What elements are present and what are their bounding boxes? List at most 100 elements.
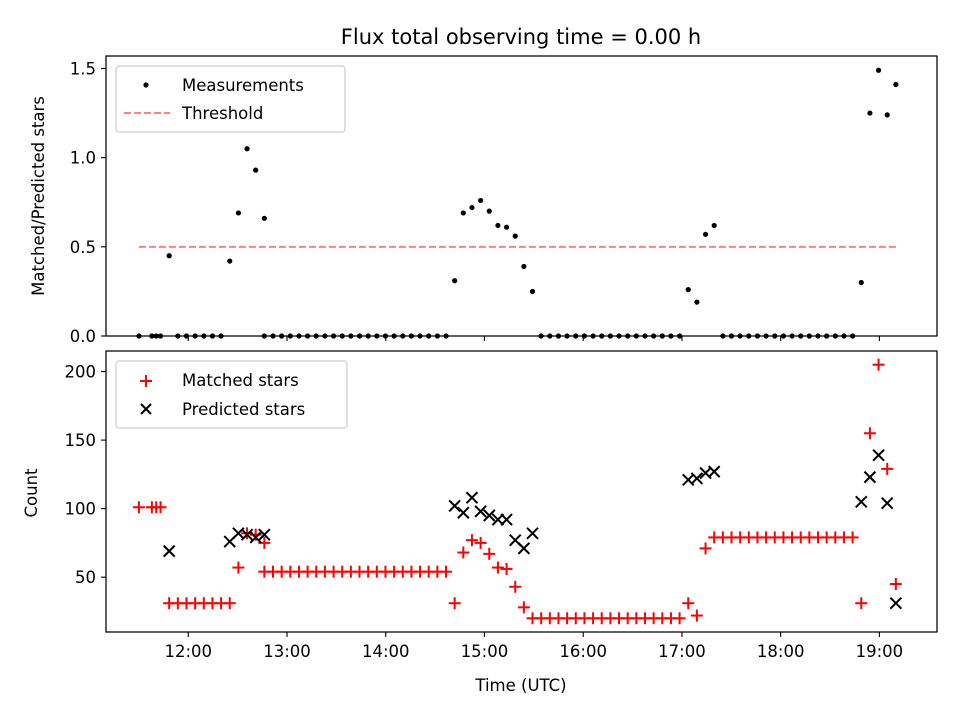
measurements-point	[261, 215, 267, 221]
bottom-plot-area	[132, 358, 903, 625]
predicted-stars-point	[889, 597, 903, 610]
measurements-point	[521, 263, 527, 270]
predicted-stars-point	[483, 509, 496, 522]
matched-stars-point	[491, 561, 504, 574]
predicted-stars-point	[240, 528, 254, 541]
predicted-stars-point	[474, 505, 487, 518]
measurements-point	[893, 81, 899, 88]
measurements-point	[166, 253, 172, 259]
predicted-stars-point	[465, 491, 479, 504]
bottom-y-axis-label: Count	[22, 468, 41, 518]
matched-stars-point	[483, 547, 496, 560]
bottom-legend: Matched stars Predicted stars	[115, 360, 348, 429]
bottom-legend-box	[115, 360, 348, 429]
predicted-stars-point	[526, 527, 539, 540]
predicted-stars-point	[517, 542, 531, 555]
matched-stars-point	[846, 531, 859, 544]
predicted-stars-point	[707, 465, 721, 478]
measurements-point	[702, 231, 709, 237]
predicted-stars-point	[855, 495, 868, 508]
bottom-panel: 50 100 150 200 12:00 13:00 14:00 15:00 16:00 17:…	[22, 350, 938, 695]
measurements-point	[512, 233, 518, 239]
measurements-point	[503, 224, 510, 230]
measurements-point	[478, 197, 484, 204]
legend-predicted-marker	[140, 403, 152, 415]
predicted-stars-point	[881, 496, 894, 510]
x-tick-label: 12:00	[164, 642, 212, 661]
x-tick-label: 15:00	[461, 642, 509, 661]
measurements-point	[469, 204, 475, 211]
top-legend-box	[115, 65, 346, 133]
y-tick-label: 100	[65, 500, 97, 519]
matched-stars-point	[881, 462, 894, 475]
y-tick-label: 0.0	[70, 327, 96, 346]
top-x-axis	[187, 336, 880, 341]
legend-predicted-label: Predicted stars	[182, 400, 305, 419]
bottom-x-axis: 12:00 13:00 14:00 15:00 16:00 17:00 18:00 19:00	[164, 632, 903, 661]
matched-stars-point	[509, 580, 522, 593]
measurements-point	[486, 208, 492, 214]
predicted-stars-point	[500, 513, 513, 526]
legend-matched-label: Matched stars	[182, 371, 299, 390]
y-tick-label: 150	[65, 431, 97, 450]
top-legend: Measurements Threshold	[115, 65, 346, 133]
y-tick-label: 50	[75, 568, 96, 587]
legend-matched-marker	[140, 375, 152, 387]
matched-stars-point	[863, 427, 876, 440]
measurements-point	[685, 287, 691, 293]
x-axis-label: Time (UTC)	[474, 676, 566, 695]
x-tick-label: 13:00	[263, 642, 311, 661]
y-tick-label: 0.5	[70, 238, 96, 257]
measurements-point	[858, 279, 864, 286]
matched-stars-point	[500, 562, 513, 575]
matched-stars-point	[232, 561, 245, 574]
measurements-point	[884, 112, 890, 118]
top-y-axis: 0.0 0.5 1.0 1.5	[70, 59, 106, 346]
bottom-y-axis: 50 100 150 200	[65, 363, 106, 587]
x-tick-label: 16:00	[559, 642, 607, 661]
predicted-stars-point	[258, 528, 271, 541]
predicted-stars-point	[863, 470, 877, 484]
measurements-point	[235, 210, 241, 216]
x-tick-label: 19:00	[856, 642, 904, 661]
matched-stars-point	[699, 542, 712, 555]
matched-stars-point	[690, 609, 703, 622]
x-tick-label: 17:00	[658, 642, 706, 661]
measurements-point	[711, 222, 717, 229]
matched-stars-point	[154, 501, 167, 514]
top-axes-frame	[105, 55, 938, 337]
measurements-point	[244, 146, 250, 152]
measurements-point	[875, 67, 882, 73]
measurements-point	[460, 210, 466, 216]
measurements-point	[452, 278, 458, 284]
x-tick-label: 18:00	[757, 642, 805, 661]
top-y-axis-label: Matched/Predicted stars	[29, 96, 48, 296]
predicted-stars-point	[457, 506, 470, 519]
matched-stars-point	[872, 358, 885, 371]
matched-stars-point	[889, 578, 902, 591]
measurements-point	[867, 110, 873, 116]
top-plot-area	[136, 67, 899, 339]
y-tick-label: 1.5	[70, 59, 96, 78]
predicted-stars-point	[249, 531, 262, 544]
top-panel: 0.0 0.5 1.0 1.5 Matched/Predicted stars Mea…	[29, 55, 938, 346]
measurements-point	[495, 222, 501, 229]
legend-measurements-marker	[143, 82, 149, 88]
measurements-point	[529, 288, 536, 295]
matched-stars-point	[682, 597, 695, 610]
legend-measurements-label: Measurements	[182, 76, 304, 95]
predicted-stars-point	[872, 448, 885, 462]
matched-stars-point	[855, 597, 868, 610]
matched-stars-point	[223, 597, 236, 610]
bottom-axes-frame	[105, 350, 938, 633]
matched-stars-point	[132, 501, 145, 514]
y-tick-label: 200	[65, 363, 97, 382]
y-tick-label: 1.0	[70, 149, 96, 168]
predicted-stars-point	[448, 499, 461, 513]
legend-threshold-label: Threshold	[181, 104, 263, 123]
predicted-stars-point	[162, 544, 176, 558]
measurements-point	[253, 167, 259, 173]
matched-stars-point	[457, 546, 470, 559]
matched-stars-point	[448, 597, 461, 610]
